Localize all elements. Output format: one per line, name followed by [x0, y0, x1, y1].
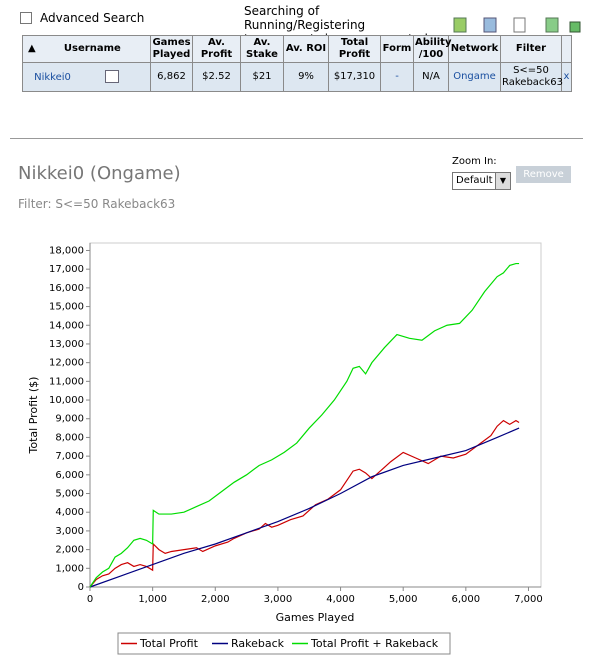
- y-tick-label: 8,000: [55, 432, 84, 443]
- y-tick-label: 4,000: [55, 507, 84, 518]
- results-table: ▲ Username Games Played Av. Profit Av. St…: [22, 35, 572, 92]
- header-cell[interactable]: Total Profit: [328, 35, 381, 63]
- cell: 9%: [283, 62, 329, 92]
- y-tick-label: 5,000: [55, 489, 84, 500]
- x-tick-label: 2,000: [201, 594, 230, 605]
- y-tick-label: 10,000: [49, 395, 84, 406]
- y-tick-label: 14,000: [49, 320, 84, 331]
- notes-icon[interactable]: [104, 70, 119, 84]
- legend: [117, 632, 451, 655]
- header-cell[interactable]: ▲ Username: [22, 35, 151, 63]
- y-tick-label: 2,000: [55, 545, 84, 556]
- y-tick-label: 1,000: [55, 563, 84, 574]
- toolbar-icons: [453, 17, 581, 33]
- zoom-select[interactable]: Default ▼: [452, 172, 511, 190]
- header-cell[interactable]: Form: [380, 35, 414, 63]
- y-tick-label: 13,000: [49, 339, 84, 350]
- form-value[interactable]: -: [395, 71, 399, 82]
- y-tick-label: 18,000: [49, 245, 84, 256]
- legend-label: Total Profit + Rakeback: [310, 637, 439, 650]
- data-row: Nikkei0 6,862 $2.52 $21 9% $17,310 - N/A…: [22, 62, 572, 92]
- icon-copy[interactable]: [483, 17, 497, 33]
- y-tick-label: 9,000: [55, 414, 84, 425]
- cell: $17,310: [328, 62, 381, 92]
- y-tick-label: 12,000: [49, 358, 84, 369]
- y-tick-label: 7,000: [55, 451, 84, 462]
- header-cell[interactable]: Av. Stake: [240, 35, 284, 63]
- y-tick-label: 0: [78, 582, 84, 593]
- header-cell[interactable]: Games Played: [150, 35, 193, 63]
- x-tick-label: 0: [87, 594, 93, 605]
- icon-export[interactable]: [453, 17, 467, 33]
- icon-popout[interactable]: [569, 21, 581, 33]
- x-tick-label: 7,000: [514, 594, 543, 605]
- header-cell[interactable]: Av. Profit: [192, 35, 241, 63]
- cell: S<=50 Rakeback63: [500, 62, 563, 92]
- icon-delete[interactable]: [513, 17, 526, 33]
- x-tick-label: 5,000: [389, 594, 418, 605]
- advanced-search-label: Advanced Search: [40, 11, 145, 25]
- y-tick-label: 16,000: [49, 283, 84, 294]
- cell: 6,862: [150, 62, 193, 92]
- plot-frame: [89, 242, 542, 588]
- checkbox[interactable]: [20, 12, 32, 24]
- advanced-search[interactable]: Advanced Search: [20, 11, 144, 25]
- legend-label: Total Profit: [139, 637, 199, 650]
- cell: N/A: [413, 62, 449, 92]
- cell: $21: [240, 62, 284, 92]
- cell: Ongame: [448, 62, 501, 92]
- y-tick-label: 11,000: [49, 376, 84, 387]
- y-tick-label: 3,000: [55, 526, 84, 537]
- cell: x: [561, 62, 572, 92]
- x-tick-label: 4,000: [326, 594, 355, 605]
- player-title: Nikkei0 (Ongame): [18, 163, 181, 184]
- divider: [10, 138, 583, 139]
- player-filter: Filter: S<=50 Rakeback63: [18, 197, 176, 211]
- legend-label: Rakeback: [231, 637, 285, 650]
- header-label: Username: [63, 43, 121, 54]
- header-cell[interactable]: Ability /100: [413, 35, 451, 63]
- cell: Nikkei0: [22, 62, 151, 92]
- header-cell[interactable]: Network: [448, 35, 501, 63]
- zoom-selected: Default: [456, 175, 493, 186]
- y-tick-label: 17,000: [49, 264, 84, 275]
- line-series: [89, 262, 520, 588]
- remove-button[interactable]: Remove: [516, 166, 571, 183]
- line-series: [89, 427, 520, 588]
- header-cell: [561, 35, 572, 63]
- header-cell[interactable]: Filter: [500, 35, 562, 63]
- network-link[interactable]: Ongame: [453, 71, 496, 82]
- x-axis-title: Games Played: [276, 611, 355, 624]
- header-row: ▲ Username Games Played Av. Profit Av. St…: [22, 35, 572, 63]
- cell: $2.52: [192, 62, 241, 92]
- zoom-label: Zoom In:: [452, 156, 497, 167]
- username-link[interactable]: Nikkei0: [34, 71, 71, 83]
- x-tick-label: 1,000: [138, 594, 167, 605]
- x-tick-label: 3,000: [264, 594, 293, 605]
- y-tick-label: 15,000: [49, 302, 84, 313]
- cell: -: [380, 62, 414, 92]
- icon-refresh[interactable]: [545, 17, 559, 33]
- x-tick-label: 6,000: [452, 594, 481, 605]
- line-series: [89, 419, 520, 588]
- header-cell[interactable]: Av. ROI: [283, 35, 329, 63]
- y-axis-title: Total Profit ($): [27, 377, 40, 455]
- remove-row[interactable]: x: [563, 71, 570, 82]
- y-tick-label: 6,000: [55, 470, 84, 481]
